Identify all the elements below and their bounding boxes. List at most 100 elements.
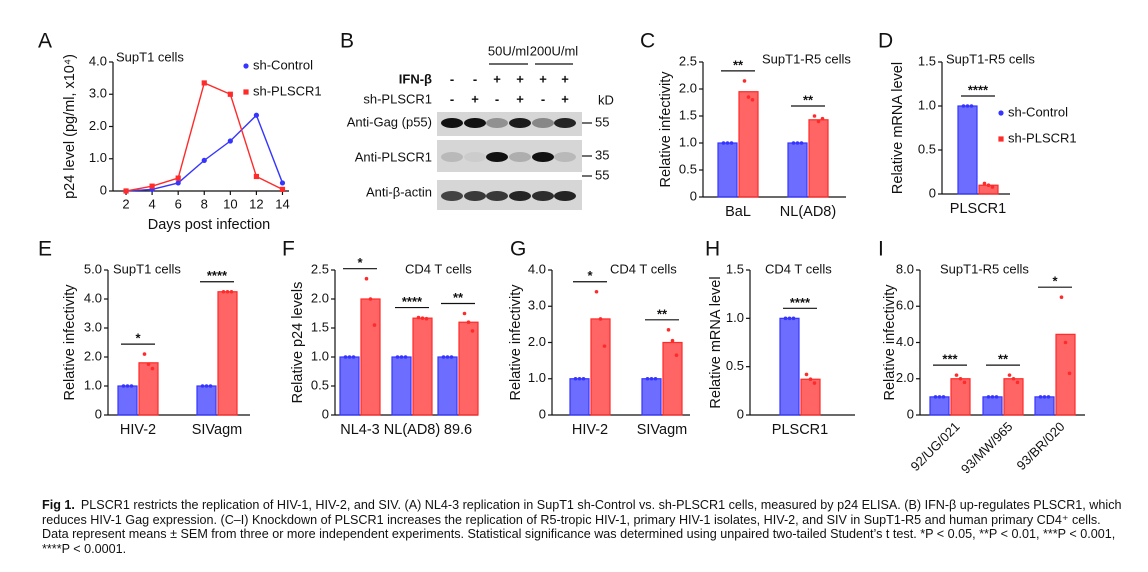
data-point: [416, 315, 421, 320]
blot-band: [554, 191, 576, 201]
y-tick-label: 5.0: [84, 261, 102, 276]
bar: [569, 378, 590, 416]
data-point: [351, 355, 356, 359]
y-tick-label: 4.0: [84, 290, 102, 305]
legend-marker: [998, 136, 1004, 142]
blot-image: [437, 140, 582, 172]
y-tick-label: 0: [100, 182, 107, 197]
data-point: [229, 289, 234, 294]
legend-marker: [243, 63, 249, 69]
data-point: [364, 276, 369, 281]
significance-label: ****: [790, 295, 811, 310]
x-tick-label: 4: [148, 196, 155, 211]
panel-letter: A: [38, 30, 52, 53]
lane-sign: -: [473, 71, 477, 86]
bar: [138, 362, 159, 416]
antibody-label: Anti-PLSCR1: [355, 149, 432, 164]
significance-label: *: [135, 331, 141, 346]
data-point: [395, 355, 400, 359]
y-tick-label: 2.0: [89, 118, 107, 133]
data-point: [1063, 340, 1068, 345]
blot-band: [532, 152, 554, 162]
panel-letter: F: [282, 238, 295, 261]
data-point: [666, 328, 671, 332]
data-point: [204, 384, 209, 388]
data-point: [420, 316, 425, 320]
blot-band: [464, 152, 486, 162]
data-point: [653, 376, 658, 381]
y-tick-label: 2.0: [311, 290, 329, 305]
data-point: [791, 316, 796, 321]
size-marker: 55: [595, 114, 609, 129]
significance-label: **: [803, 92, 814, 107]
data-point: [941, 395, 946, 399]
data-point: [466, 320, 471, 325]
data-point: [403, 355, 408, 359]
y-tick-label: 3.0: [84, 319, 102, 334]
y-tick-label: 0: [907, 406, 914, 421]
lane-sign: -: [541, 91, 545, 106]
series-line: [125, 113, 284, 192]
size-marker: 55: [595, 167, 609, 182]
y-tick-label: 0: [929, 185, 936, 200]
data-point: [146, 362, 151, 367]
data-point: [441, 355, 446, 359]
data-point: [372, 323, 377, 327]
x-tick-label: PLSCR1: [950, 201, 1006, 217]
bar: [590, 318, 611, 416]
y-tick-label: 2.5: [311, 261, 329, 276]
data-point: [820, 116, 825, 121]
bar: [779, 317, 800, 416]
row-label: IFN-β: [399, 71, 432, 86]
y-tick-label: 2.0: [528, 334, 546, 349]
data-point: [937, 395, 942, 399]
data-point: [123, 188, 129, 194]
data-point: [1059, 295, 1064, 299]
data-point: [253, 173, 260, 180]
y-axis-label: Relative infectivity: [508, 284, 524, 401]
y-tick-label: 0.5: [726, 358, 744, 373]
data-point: [961, 104, 966, 108]
x-tick-label: 92/UG/021: [907, 419, 962, 474]
bar: [800, 378, 821, 416]
y-tick-label: 1.0: [918, 97, 936, 112]
data-point: [227, 91, 233, 97]
y-tick-label: 2.0: [679, 80, 697, 95]
data-point: [645, 376, 650, 381]
x-tick-label: 2: [122, 196, 129, 211]
significance-label: ****: [402, 294, 423, 309]
x-tick-label: HIV-2: [572, 422, 608, 438]
data-point: [721, 141, 726, 145]
blot-band: [509, 118, 531, 128]
x-tick-label: 93/BR/020: [1014, 419, 1068, 473]
caption-label: Fig 1.: [42, 498, 75, 512]
y-axis-label: Relative mRNA level: [708, 276, 724, 408]
legend-label: sh-PLSCR1: [1008, 130, 1077, 145]
y-tick-label: 2.0: [896, 370, 914, 385]
y-tick-label: 2.5: [679, 53, 697, 68]
data-point: [150, 366, 155, 371]
antibody-label: Anti-β-actin: [366, 184, 432, 199]
data-point: [227, 138, 233, 144]
bar: [412, 317, 433, 416]
size-marker: 35: [595, 147, 609, 162]
data-point: [470, 329, 475, 333]
data-point: [201, 157, 207, 163]
y-tick-label: 0: [690, 188, 697, 203]
data-point: [962, 380, 967, 385]
bar: [662, 341, 683, 416]
significance-label: ****: [968, 82, 989, 97]
blot-band: [441, 191, 463, 201]
panel-letter: B: [340, 30, 354, 53]
data-point: [343, 355, 348, 359]
data-point: [347, 355, 352, 359]
panel-letter: E: [38, 238, 52, 261]
blot-band: [532, 191, 554, 201]
significance-label: ***: [942, 352, 958, 367]
x-tick-label: PLSCR1: [772, 422, 828, 438]
y-tick-label: 1.5: [918, 53, 936, 68]
x-tick-label: 6: [175, 196, 182, 211]
blot-band: [509, 191, 531, 201]
data-point: [816, 119, 821, 124]
data-point: [1038, 395, 1043, 399]
